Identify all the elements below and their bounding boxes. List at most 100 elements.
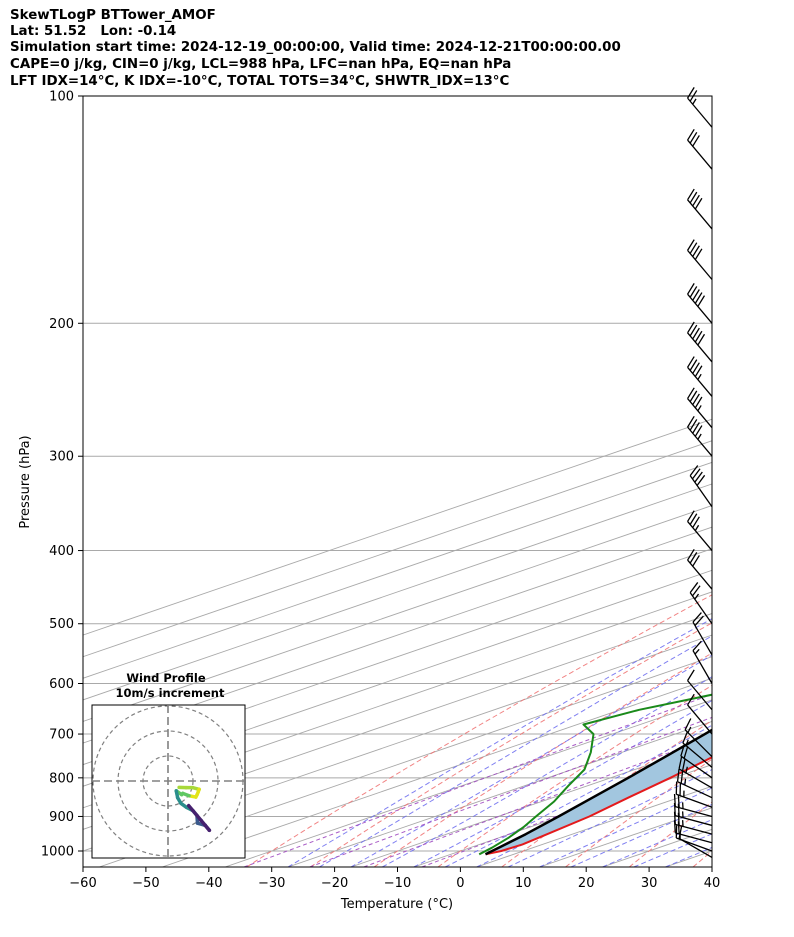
barb-flag xyxy=(689,324,698,337)
title-line-2: Lat: 51.52 Lon: -0.14 xyxy=(10,24,177,39)
barb-flag xyxy=(694,197,703,210)
isotherm-line xyxy=(224,699,712,867)
dry-adiabat xyxy=(501,719,712,867)
wind-barb xyxy=(689,582,713,625)
inset-subtitle: 10m/s increment xyxy=(116,686,225,700)
wind-barb xyxy=(687,415,713,457)
barb-half-flag xyxy=(685,739,689,746)
barb-flag xyxy=(687,283,695,295)
barb-staff xyxy=(687,332,713,363)
barb-flag xyxy=(689,419,698,431)
barb-flag xyxy=(687,415,695,428)
barb-staff xyxy=(687,704,713,735)
wind-barb xyxy=(692,640,713,684)
barb-staff xyxy=(687,366,713,397)
barb-flag xyxy=(689,132,698,144)
barb-flag xyxy=(687,239,695,251)
x-tick-label: −50 xyxy=(132,876,159,891)
mixing-ratio-line xyxy=(309,716,712,867)
x-tick-label: −40 xyxy=(195,876,222,891)
barb-flag xyxy=(689,552,698,564)
y-tick-label: 400 xyxy=(49,544,74,559)
axis-ticks: −60 −50 −40 −30 −20 −10 0 10 20 30 40 100 200 300 400 5… xyxy=(41,90,720,892)
barb-staff xyxy=(682,742,713,768)
moist-adiabat xyxy=(319,635,712,867)
barb-flag xyxy=(694,425,703,437)
y-tick-label: 100 xyxy=(49,90,74,105)
moist-adiabat xyxy=(539,787,712,867)
dry-adiabat xyxy=(246,594,712,867)
isotherm-line xyxy=(83,613,712,830)
barb-flag xyxy=(687,510,695,522)
barb-flag xyxy=(694,471,703,483)
hodograph-segment xyxy=(186,803,195,813)
x-tick-label: −20 xyxy=(321,876,348,891)
barb-flag xyxy=(689,286,698,298)
barb-staff xyxy=(687,521,713,551)
barb-staff xyxy=(675,832,713,844)
barb-flag xyxy=(694,615,704,626)
barb-staff xyxy=(689,475,713,508)
isotherm-line xyxy=(287,720,712,867)
dry-adiabat xyxy=(310,622,712,867)
moist-adiabat xyxy=(350,654,712,867)
x-tick-label: −10 xyxy=(384,876,411,891)
barb-flag xyxy=(694,330,703,343)
barb-flag xyxy=(692,135,700,147)
barb-staff xyxy=(687,398,713,429)
barb-flag xyxy=(683,746,689,759)
isotherm-line xyxy=(83,418,712,636)
title-line-3: Simulation start time: 2024-12-19_00:00:… xyxy=(10,40,621,55)
barb-staff xyxy=(675,823,713,835)
wind-barb xyxy=(687,356,713,397)
barb-staff xyxy=(692,621,713,656)
barb-flag xyxy=(689,582,699,593)
barb-half-flag xyxy=(687,726,692,733)
title-line-1: SkewTLogP BTTower_AMOF xyxy=(10,8,216,23)
barb-staff xyxy=(676,837,713,852)
wind-barb xyxy=(687,693,713,735)
mixing-ratio-line xyxy=(243,693,712,867)
barb-flag xyxy=(689,359,698,371)
barb-half-flag xyxy=(694,524,700,531)
barb-flag xyxy=(687,321,695,334)
wind-barb xyxy=(689,465,713,508)
x-tick-label: 40 xyxy=(704,876,721,891)
barb-flag xyxy=(687,188,695,201)
parcel-line xyxy=(484,728,712,856)
wind-barb xyxy=(673,802,713,827)
barb-flag xyxy=(687,548,695,561)
barb-flag xyxy=(696,474,706,486)
barb-staff xyxy=(687,559,713,590)
isotherm-line xyxy=(99,656,712,867)
barb-flag xyxy=(691,585,701,597)
dry-adiabat xyxy=(437,684,712,867)
barb-flag xyxy=(692,194,700,207)
barb-flag xyxy=(684,718,692,731)
dry-adiabat xyxy=(565,758,712,867)
mixing-ratio-line xyxy=(363,736,712,867)
hodograph-segment xyxy=(191,808,203,823)
barb-staff xyxy=(676,793,713,808)
x-tick-label: 10 xyxy=(515,876,532,891)
temperature-line xyxy=(485,756,712,856)
isotherm-line xyxy=(83,461,712,679)
wind-barb xyxy=(687,669,713,711)
wind-barb xyxy=(678,756,713,789)
barb-staff xyxy=(677,781,713,799)
barb-flag xyxy=(692,362,700,374)
y-tick-label: 500 xyxy=(49,617,74,632)
wind-barb xyxy=(682,730,713,768)
wind-barb xyxy=(687,239,713,280)
barb-half-flag xyxy=(684,778,687,786)
moist-adiabat xyxy=(413,699,712,867)
barb-flag xyxy=(689,90,698,102)
barb-flag xyxy=(692,289,700,301)
barb-flag xyxy=(692,612,702,623)
isotherm-line xyxy=(83,591,712,809)
barb-flag xyxy=(687,128,695,141)
x-tick-label: 0 xyxy=(456,876,464,891)
y-tick-label: 1000 xyxy=(41,845,74,860)
barb-half-flag xyxy=(697,373,702,380)
